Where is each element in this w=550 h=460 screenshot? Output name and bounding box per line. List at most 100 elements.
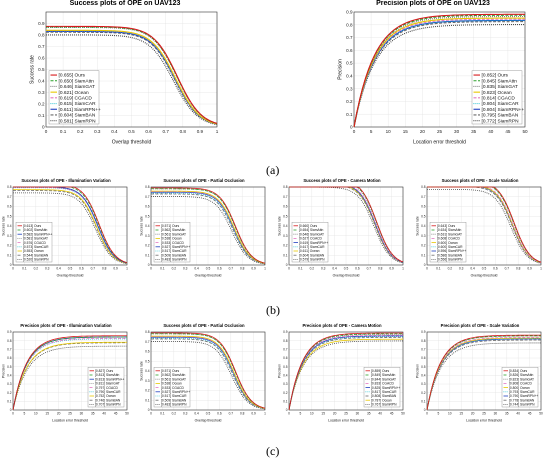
y-tick-label: 0 [148,408,150,412]
y-tick-label: 0.5 [421,214,426,218]
y-tick-label: 0.7 [145,340,150,344]
chart-panel-success-uav123: Success plots of OPE on UAV123 0 0.1 0.2 0.3… [30,0,220,146]
y-tick-label: 0.8 [38,33,45,38]
series-line-cgacd [13,186,128,264]
y-tick-label: 0.3 [421,234,426,238]
series-line-cgacd [353,18,526,128]
legend-label-siamgat: [0.835] SiamGAT [482,84,519,90]
legend-label-siamattn: [0.602] SiamAttn [23,228,48,232]
x-tick-label: 0.8 [378,266,383,270]
chart-panel-precision-uav123: Precision plots of OPE on UAV123 0 5 10 15 20… [338,0,528,146]
x-tick-label: 40 [516,411,520,415]
x-tick-label: 30 [356,411,360,415]
plot-frame [353,11,526,128]
y-tick-label: 0.2 [145,389,150,393]
x-tick-label: 0 [150,411,152,415]
x-tick-label: 0.7 [505,266,510,270]
x-tick-label: 0 [288,266,290,270]
chart-title: Success plots of OPE - Partial Occlusion [163,178,245,183]
x-tick-label: 0.8 [240,266,245,270]
x-tick-label: 0.1 [298,266,303,270]
y-tick-label: 0.9 [421,330,426,334]
y-tick-label: 0.3 [421,382,426,386]
chart-svg: 0 5 10 15 20 25 30 35 40 45 5000.10.20.30.40.50.60… [2,330,129,422]
x-tick-label: 0.3 [45,266,50,270]
y-tick-label: 0 [286,263,288,267]
chart-title: Precision plots of OPE on UAV123 [376,0,490,7]
y-tick-label: 0.7 [145,195,150,199]
y-tick-label: 0 [10,408,12,412]
series-line-ours [289,186,404,263]
series-line-siamban [150,193,266,265]
y-tick-label: 0.4 [346,73,353,78]
x-tick-label: 0.5 [206,266,211,270]
x-tick-label: 0.8 [180,129,187,134]
y-tick-label: 0.7 [421,195,426,199]
y-tick-label: 0 [42,125,45,130]
x-tick-label: 0 [45,129,48,134]
legend-label-cgacd: [0.608] CGACD [437,237,461,241]
x-tick-label: 20 [471,411,475,415]
y-tick-label: 0.1 [145,398,150,402]
x-axis-label: Overlap threshold [471,274,498,278]
x-tick-label: 0.1 [22,266,27,270]
legend-label-siamrpn: [0.520] SiamRPN [23,258,49,262]
legend-label-ours: [0.571] Ours [161,369,179,373]
x-tick-label: 1 [540,266,542,270]
legend-label-siamgat: [0.646] SiamGAT [59,84,96,90]
legend-label-siamban: [0.509] SiamBAN [161,253,187,257]
plot-frame [288,331,404,411]
legend-label-cgacd: [0.833] CGACD [371,382,395,386]
legend-label-siamcar: [0.804] SiamCAR [482,101,520,107]
y-tick-label: 0.4 [283,373,288,377]
legend-label-siamban: [0.808] SiamBAN [371,394,397,398]
x-tick-label: 0.7 [91,266,96,270]
series-line-ocean [151,335,266,409]
legend-label-siamattn: [0.650] SiamAttn [59,78,95,84]
legend-label-siamcar: [0.573] SiamCAR [23,245,49,249]
y-tick-label: 0.8 [145,185,150,189]
chart-title: Success plots of OPE - Scale Variation [441,178,519,183]
legend-label-ocean: [0.553] Ocean [23,249,44,253]
row-label-c: (c) [266,444,280,458]
legend-label-siamattn: [0.654] SiamAttn [299,228,324,232]
legend-label-siamgat: [0.823] SiamGAT [509,377,534,381]
x-tick-label: 0.7 [229,411,234,415]
chart-title: Precision plots of OPE - Illumination Va… [20,323,112,328]
series-line-siamban [150,338,266,410]
chart-title: Success plots of OPE - Partial Occlusion [163,323,245,328]
plot-frame [150,186,266,266]
y-tick-label: 0.1 [7,399,12,403]
x-tick-label: 0.8 [240,411,245,415]
y-tick-label: 0.7 [421,347,426,351]
legend-label-siamrpn: [0.581] SiamRPN [59,118,97,124]
y-tick-label: 0.3 [283,382,288,386]
y-tick-label: 0.1 [421,253,426,257]
x-tick-label: 40 [102,411,106,415]
legend-label-ours: [0.834] Ours [509,369,527,373]
y-tick-label: 0.7 [7,347,12,351]
x-tick-label: 5 [24,411,26,415]
series-line-ours [427,186,542,263]
legend-label-siamcar: [0.517] SiamCAR [161,394,187,398]
y-tick-label: 0.6 [283,356,288,360]
legend-label-siamrpn: [0.772] SiamRPN [482,118,520,124]
x-tick-label: 0.8 [102,266,107,270]
legend-box [15,222,53,263]
y-tick-label: 0.9 [7,330,12,334]
y-tick-label: 0.5 [7,214,12,218]
series-line-siamban [426,339,541,411]
x-tick-label: 0 [288,411,290,415]
legend-label-ours: [0.613] Ours [23,224,41,228]
series-line-siamattn [46,26,218,125]
x-tick-label: 0.9 [251,266,256,270]
legend-label-ocean: [0.538] Ocean [161,237,182,241]
legend-box [153,367,191,408]
x-tick-label: 45 [528,411,532,415]
x-tick-label: 0.4 [332,266,337,270]
plot-frame [45,11,218,128]
legend-label-siamattn: [0.634] SiamAttn [437,228,462,232]
chart-panel-precision-illumination: Precision plots of OPE - Illumination Va… [2,323,130,423]
x-axis-label: Overlap threshold [195,419,222,423]
x-tick-label: 0.5 [128,129,135,134]
